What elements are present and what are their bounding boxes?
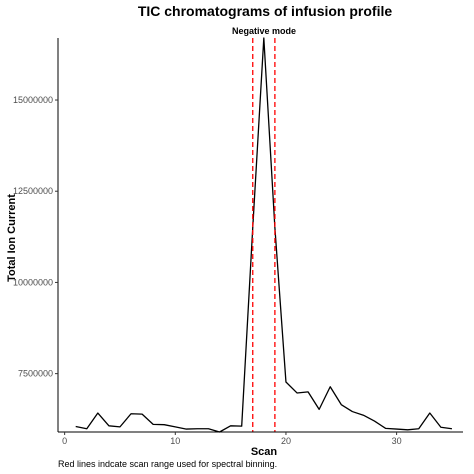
data-point — [197, 428, 198, 429]
data-point — [396, 428, 397, 429]
data-point — [319, 409, 320, 410]
facet-label: Negative mode — [232, 26, 296, 36]
data-point — [230, 425, 231, 426]
data-point — [241, 426, 242, 427]
data-point — [407, 429, 408, 430]
data-point — [330, 386, 331, 387]
data-point — [352, 411, 353, 412]
data-point — [307, 391, 308, 392]
plot-area: 0 10 20 30 7500000 10000000 12500000 15000000 — [13, 37, 463, 446]
data-point — [363, 415, 364, 416]
x-axis-title: Scan — [251, 446, 278, 458]
x-tick-label: 20 — [281, 436, 291, 446]
data-point — [208, 428, 209, 429]
data-point — [186, 428, 187, 429]
data-point — [252, 227, 253, 228]
data-point — [175, 426, 176, 427]
data-point — [296, 392, 297, 393]
x-tick-label: 30 — [392, 436, 402, 446]
data-point — [75, 426, 76, 427]
data-point — [263, 37, 264, 38]
data-point — [374, 420, 375, 421]
data-point — [341, 404, 342, 405]
data-point — [451, 428, 452, 429]
data-point — [385, 428, 386, 429]
data-point — [97, 412, 98, 413]
data-point — [119, 426, 120, 427]
data-point — [86, 428, 87, 429]
chart-title: TIC chromatograms of infusion profile — [138, 3, 393, 19]
y-axis-title: Total Ion Current — [6, 194, 18, 282]
y-tick-label: 10000000 — [13, 277, 53, 287]
x-tick-label: 10 — [170, 436, 180, 446]
y-tick-label: 15000000 — [13, 95, 53, 105]
y-tick-label: 12500000 — [13, 186, 53, 196]
data-point — [418, 428, 419, 429]
data-point — [429, 412, 430, 413]
data-point — [130, 413, 131, 414]
y-tick-label: 7500000 — [18, 369, 53, 379]
data-point — [164, 424, 165, 425]
data-point — [153, 424, 154, 425]
data-point — [285, 381, 286, 382]
x-tick-label: 0 — [62, 436, 67, 446]
data-point — [440, 427, 441, 428]
chart-caption: Red lines indcate scan range used for sp… — [58, 459, 277, 469]
data-point — [108, 425, 109, 426]
series-line-0 — [75, 37, 453, 433]
data-point — [142, 414, 143, 415]
data-point — [274, 227, 275, 228]
